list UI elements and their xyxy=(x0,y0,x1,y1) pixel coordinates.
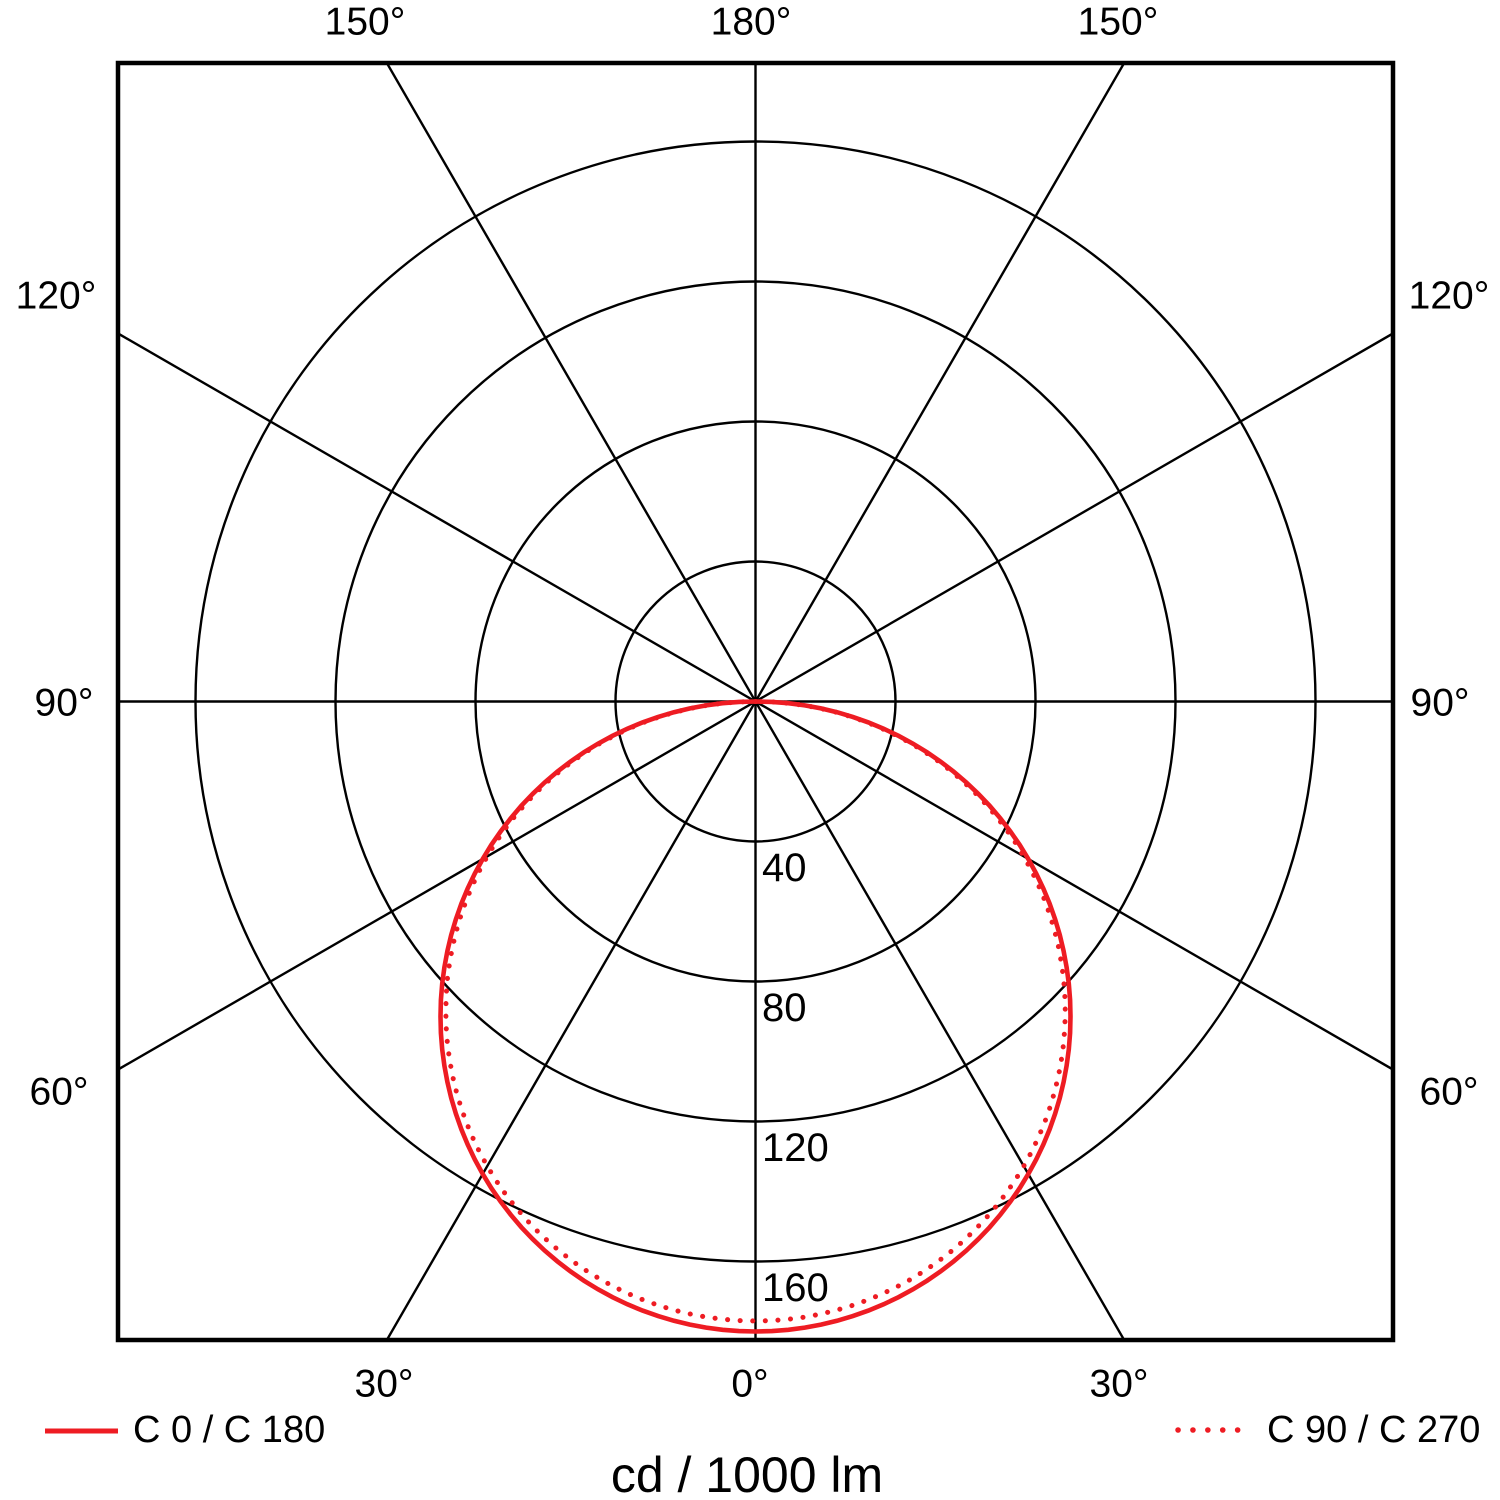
angle-label: 60° xyxy=(29,1070,89,1114)
radial-tick-label: 80 xyxy=(762,985,807,1030)
angle-label: 30° xyxy=(1089,1362,1149,1406)
angle-label: 60° xyxy=(1419,1070,1479,1114)
angle-label: 120° xyxy=(15,274,97,318)
angle-label: 90° xyxy=(34,681,94,725)
angle-label: 0° xyxy=(731,1362,769,1406)
plot-border xyxy=(115,60,1396,1343)
curve-c0-c180 xyxy=(438,699,1073,1334)
radial-tick-label: 40 xyxy=(762,845,807,890)
angle-label: 30° xyxy=(354,1362,414,1406)
angle-label: 180° xyxy=(710,0,792,44)
unit-axis-label: cd / 1000 lm xyxy=(610,1447,884,1500)
angle-label: 150° xyxy=(324,0,406,44)
legend-c90-c270-label: C 90 / C 270 xyxy=(1267,1409,1481,1451)
angle-label: 150° xyxy=(1077,0,1159,44)
radial-tick-label: 120 xyxy=(762,1125,829,1170)
radial-tick-label: 160 xyxy=(762,1265,829,1310)
angle-label: 120° xyxy=(1408,274,1490,318)
angle-label: 90° xyxy=(1410,681,1470,725)
legend-c0-c180-label: C 0 / C 180 xyxy=(133,1409,326,1451)
